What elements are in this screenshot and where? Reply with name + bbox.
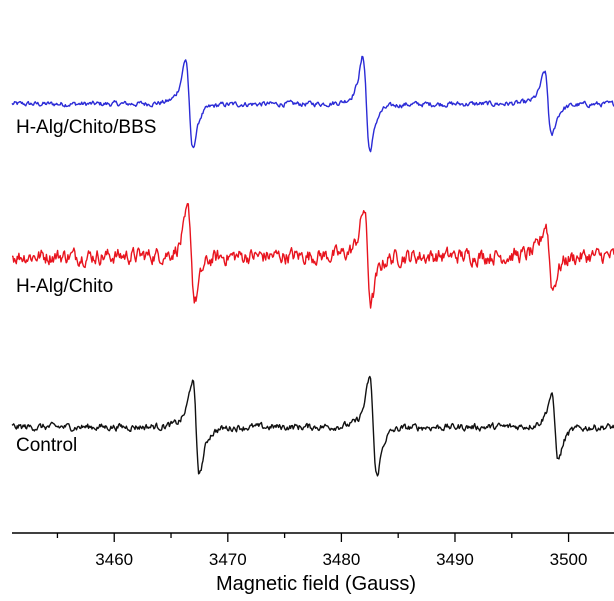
series-label-2: H-Alg/Chito	[16, 276, 113, 297]
series-line-1	[11, 55, 614, 153]
plot-area	[11, 55, 614, 477]
x-tick-label: 3490	[436, 550, 474, 569]
x-tick-label: 3500	[550, 550, 588, 569]
x-tick-label: 3460	[95, 550, 133, 569]
series-line-2	[12, 202, 614, 309]
series-label-3: Control	[16, 435, 77, 456]
x-axis-title: Magnetic field (Gauss)	[216, 573, 416, 595]
series-line-3	[11, 375, 614, 477]
series-label-1: H-Alg/Chito/BBS	[16, 117, 156, 138]
x-axis: 3460 3470 3480 3490 3500	[12, 532, 614, 569]
x-tick-label: 3480	[322, 550, 360, 569]
x-tick-label: 3470	[209, 550, 247, 569]
series-labels: H-Alg/Chito/BBS H-Alg/Chito Control	[16, 117, 156, 456]
